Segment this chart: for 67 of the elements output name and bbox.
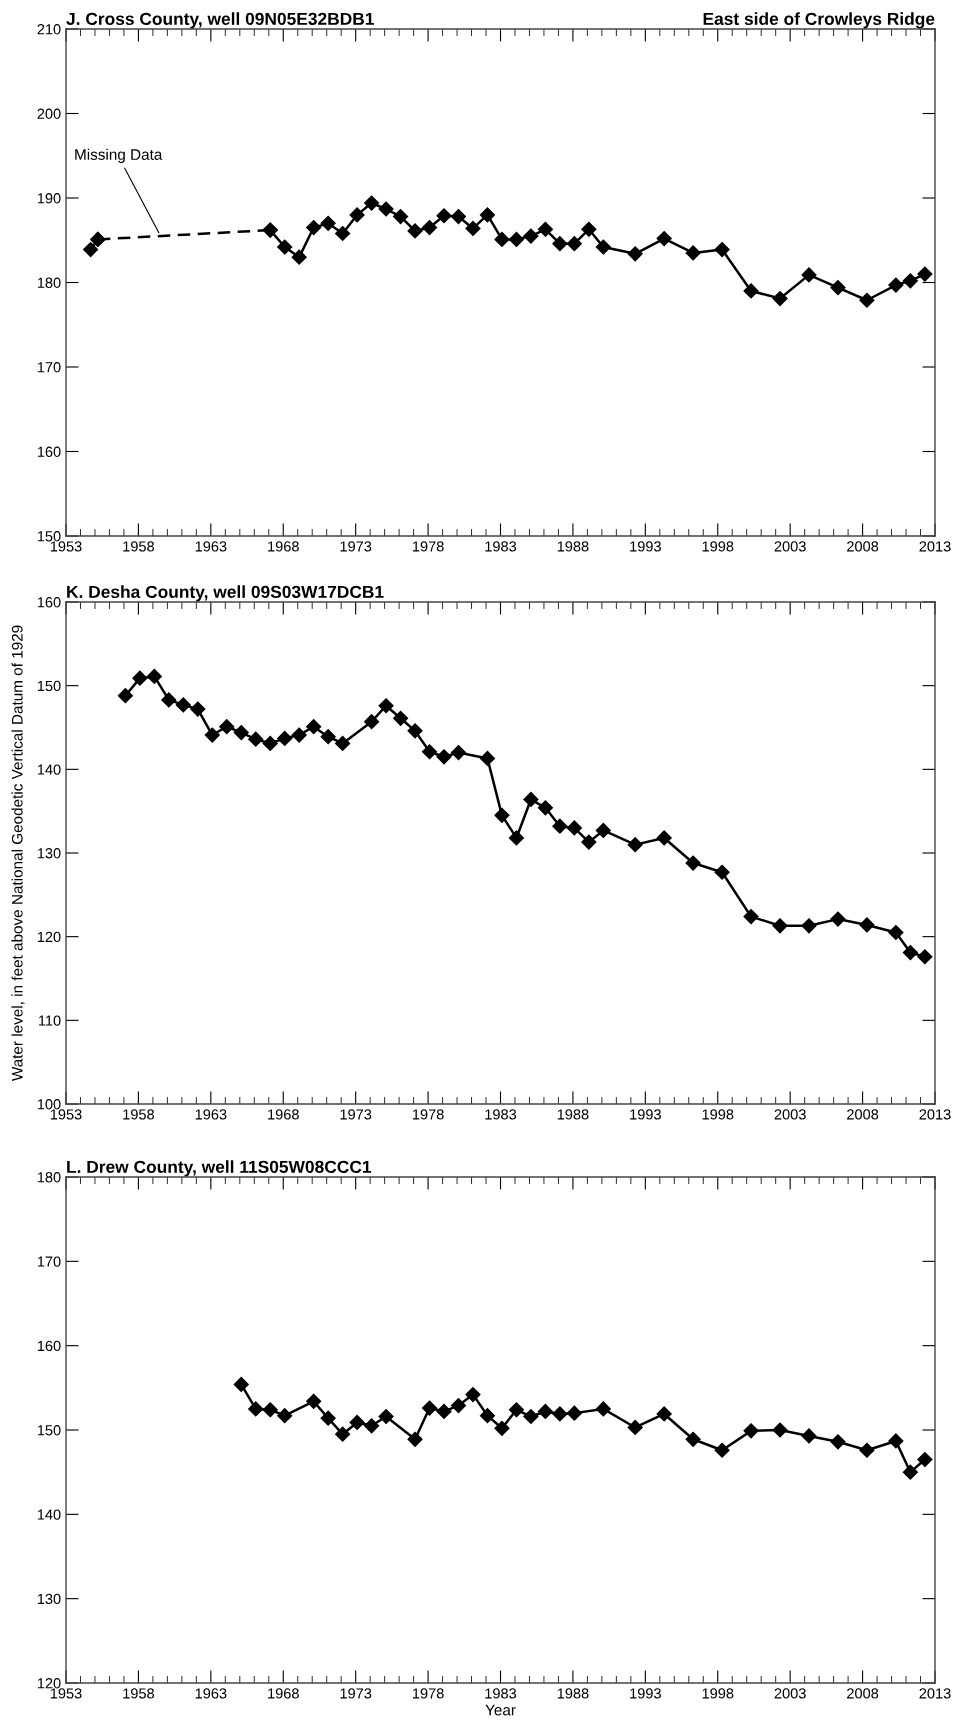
x-tick-label: 1958 [123,1688,155,1699]
chart-subtitle: East side of Crowleys Ridge [703,12,935,29]
x-tick-label: 1978 [412,1688,444,1699]
x-tick-label: 1988 [557,541,589,552]
chart-title: K. Desha County, well 09S03W17DCB1 [67,585,384,602]
x-tick-label: 1998 [702,1109,734,1120]
x-tick-label: 1953 [50,1109,82,1120]
y-tick-label: 100 [37,1099,61,1110]
x-tick-label: 1988 [557,1688,589,1699]
y-tick-label: 120 [37,1678,61,1689]
x-tick-label: 1958 [123,541,155,552]
x-tick-label: 1968 [268,1688,299,1699]
x-tick-label: 2013 [919,1109,951,1120]
x-tick-label: 1993 [630,541,661,552]
x-tick-label: 2008 [847,541,879,552]
x-tick-label: 1973 [340,541,372,552]
x-tick-label: 1998 [702,1688,734,1699]
y-tick-label: 130 [37,1593,61,1605]
y-tick-label: 170 [37,1256,61,1267]
y-tick-label: 180 [37,277,61,288]
x-tick-label: 2003 [774,1688,806,1699]
y-tick-label: 170 [37,362,61,373]
x-tick-label: 1973 [340,1688,372,1699]
x-tick-label: 1983 [485,541,517,552]
y-tick-label: 140 [37,1509,61,1520]
y-tick-label: 120 [37,931,61,943]
x-tick-label: 1978 [412,541,444,552]
y-axis-title: Water level, in feet above National Geodetic Vertical Datum of 1929 [11,625,25,1082]
x-tick-label: 1993 [630,1109,661,1120]
y-tick-label: 130 [37,848,61,859]
x-tick-label: 2013 [919,1688,951,1699]
x-tick-label: 1993 [630,1688,661,1699]
y-tick-label: 150 [37,1425,61,1436]
chart-title: J. Cross County, well 09N05E32BDB1 [66,12,374,29]
y-tick-label: 110 [39,1015,61,1026]
x-tick-label: 1963 [195,1109,227,1120]
x-tick-label: 1968 [268,541,299,552]
x-tick-label: 1953 [50,1688,82,1699]
x-tick-label: 1963 [195,1688,227,1699]
chart-title: L. Drew County, well 11S05W08CCC1 [67,1160,372,1177]
x-tick-label: 1953 [50,541,82,552]
y-tick-label: 150 [37,531,61,542]
x-tick-label: 1983 [485,1688,517,1699]
x-tick-label: 2008 [847,1109,879,1120]
x-tick-label: 2013 [919,541,951,552]
x-tick-label: 1958 [123,1109,155,1120]
x-tick-label: 2008 [847,1688,879,1699]
x-tick-label: 1973 [340,1109,372,1120]
x-tick-label: 1978 [412,1109,444,1120]
x-tick-label: 2003 [774,1109,806,1120]
annotation: Missing Data [75,148,163,163]
x-tick-label: 1998 [702,541,734,552]
y-tick-label: 160 [37,446,61,457]
x-tick-label: 2003 [774,541,806,552]
y-tick-label: 210 [37,24,61,35]
x-tick-label: 1963 [195,541,227,552]
y-tick-label: 150 [37,680,61,692]
y-tick-label: 160 [37,597,61,608]
y-tick-label: 200 [37,108,61,119]
x-tick-label: 1968 [268,1109,299,1120]
x-axis-title: Year [485,1704,516,1716]
y-tick-label: 160 [37,1340,61,1352]
x-tick-label: 1983 [485,1109,517,1120]
x-tick-label: 1988 [557,1109,589,1120]
y-tick-label: 190 [37,193,61,204]
y-tick-label: 140 [37,764,61,775]
y-tick-label: 180 [37,1172,61,1183]
